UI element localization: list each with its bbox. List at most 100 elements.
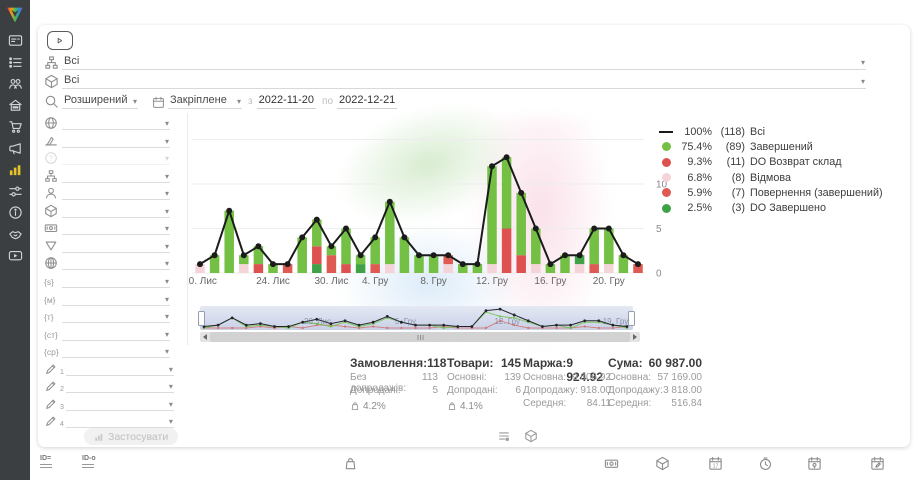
calendar-date-icon[interactable]: 17: [708, 456, 723, 471]
legend-item-ret_wh[interactable]: 9.3% (11) DO Возврат склад: [658, 155, 883, 170]
chart-scrollbar[interactable]: [200, 332, 640, 342]
filter-row-1: ▾: [38, 113, 170, 130]
filter-select-9[interactable]: ▾: [62, 255, 170, 271]
stat-subrow: Основні: 139: [447, 372, 521, 383]
calendar-edit-icon[interactable]: [870, 456, 885, 471]
filter-select-6[interactable]: ▾: [62, 203, 170, 218]
chevron-down-icon: ▾: [236, 97, 241, 106]
brand-logo-icon[interactable]: [4, 4, 26, 26]
sidebar-users-icon[interactable]: [8, 76, 23, 91]
scroll-right-arrow[interactable]: [630, 332, 640, 342]
filter-select-18[interactable]: ▾: [65, 413, 174, 429]
legend-count: (118): [720, 125, 745, 138]
money-icon[interactable]: [604, 456, 619, 471]
apply-button[interactable]: Застосувати: [84, 428, 179, 445]
sidebar-list-icon[interactable]: [8, 55, 23, 70]
filter-select-13[interactable]: ▾: [62, 326, 170, 341]
product-filter-select[interactable]: Всі ▾: [62, 71, 866, 89]
dot-marker-icon: [658, 188, 674, 198]
braces-icon: {ср}: [44, 347, 59, 358]
legend-item-done[interactable]: 75.4% (89) Завершений: [658, 139, 883, 154]
date-from-input[interactable]: 2022-11-20: [256, 91, 317, 109]
sidebar: [0, 0, 30, 480]
sidebar-nav: [0, 33, 30, 270]
date-to-input[interactable]: 2022-12-21: [337, 91, 398, 109]
filter-select-12[interactable]: ▾: [62, 308, 170, 324]
search-mode-select[interactable]: Розширений ▾: [62, 91, 138, 109]
filter-select-7[interactable]: ▾: [62, 220, 170, 236]
filter-row-11: {м} ▾: [38, 289, 170, 306]
stat-column-3: Маржа: 9 924.92 Основна: 9 006.92 Допродажу:…: [523, 356, 611, 411]
filter-select-1[interactable]: ▾: [62, 115, 170, 130]
date-to-label: по: [322, 96, 334, 107]
sidebar-bar-chart-icon[interactable]: [8, 162, 23, 177]
column-header-ID-o[interactable]: ID-o: [82, 455, 96, 468]
navigator-minichart: [202, 307, 629, 330]
filter-select-3[interactable]: ▾: [62, 150, 170, 166]
legend-item-total[interactable]: 100% (118) Всі: [658, 124, 883, 139]
panel-divider: [187, 113, 188, 345]
braces-icon: {ст}: [44, 329, 58, 340]
line-marker-icon: [658, 130, 674, 133]
filter-select-14[interactable]: ▾: [62, 343, 170, 359]
chevron-down-icon: ▾: [168, 382, 173, 392]
help-icon: ?: [44, 151, 58, 165]
pencil-number: 3: [60, 403, 64, 411]
filter-select-5[interactable]: ▾: [62, 185, 170, 201]
package-icon: [44, 204, 58, 218]
navigator-right-handle[interactable]: [628, 311, 635, 326]
clock-icon[interactable]: [758, 456, 773, 471]
legend-label: Завершений: [750, 140, 813, 153]
calendar-pin-icon[interactable]: [807, 456, 822, 471]
filter-row-13: {ст} ▾: [38, 324, 170, 341]
list-small-icon[interactable]: [497, 429, 511, 443]
filter-select-8[interactable]: ▾: [62, 238, 170, 253]
chevron-down-icon: ▾: [164, 294, 169, 304]
navigator-left-handle[interactable]: [198, 311, 205, 326]
stat-subrow: Допродані: 6: [447, 385, 521, 396]
bag-icon[interactable]: [343, 456, 358, 471]
legend-item-refuse[interactable]: 6.8% (8) Відмова: [658, 170, 883, 185]
filter-row-8: ▾: [38, 236, 170, 253]
sidebar-card-icon[interactable]: [8, 33, 23, 48]
filter-select-4[interactable]: ▾: [62, 168, 170, 183]
pencil-number: 2: [60, 386, 64, 394]
orders-chart[interactable]: 0 5 10 20. Лис 24. Лис 30. Лис 4. Гру 8. Гру 12.…: [188, 110, 674, 290]
filter-select-15[interactable]: ▾: [65, 361, 174, 376]
package-icon[interactable]: [524, 429, 538, 443]
sidebar-info-icon[interactable]: [8, 205, 23, 220]
filter-select-16[interactable]: ▾: [65, 378, 174, 394]
svg-text:8. Гру: 8. Гру: [420, 276, 446, 287]
date-mode-select[interactable]: Закріплене ▾: [168, 91, 242, 109]
column-header-ID=[interactable]: ID=: [40, 455, 52, 468]
play-tutorial-button[interactable]: [47, 31, 73, 50]
filter-row-3: ? ▾: [38, 148, 170, 166]
sidebar-cart-icon[interactable]: [8, 119, 23, 134]
sidebar-store-icon[interactable]: [8, 98, 23, 113]
filter-select-10[interactable]: ▾: [62, 273, 170, 288]
sidebar-sliders-icon[interactable]: [8, 184, 23, 199]
package-icon: [44, 74, 59, 89]
stat-column-2: Товари: 145 Основні: 139 Допродані: 6 4.1%: [447, 356, 521, 413]
sidebar-megaphone-icon[interactable]: [8, 141, 23, 156]
legend-item-ret_done[interactable]: 5.9% (7) Повернення (завершений): [658, 185, 883, 200]
scroll-left-arrow[interactable]: [200, 332, 210, 342]
chevron-down-icon: ▾: [168, 417, 173, 427]
legend-label: DO Завершено: [750, 202, 826, 215]
source-filter-select[interactable]: Всі ▾: [62, 52, 866, 70]
filter-select-11[interactable]: ▾: [62, 291, 170, 306]
sidebar-handshake-icon[interactable]: [8, 227, 23, 242]
navigator-date-label: 12. Гру: [494, 317, 521, 326]
chevron-down-icon: ▾: [164, 241, 169, 251]
package-icon[interactable]: [655, 456, 670, 471]
filter-row-10: {s} ▾: [38, 271, 170, 288]
pencil-number: 4: [60, 421, 64, 429]
chart-navigator[interactable]: 26. Лис 5. Гру 12. Гру 19. Гру: [198, 306, 635, 330]
sidebar-video-icon[interactable]: [8, 248, 23, 263]
filter-select-2[interactable]: ▾: [62, 133, 170, 148]
filter-select-17[interactable]: ▾: [65, 396, 174, 411]
legend-item-do_done[interactable]: 2.5% (3) DO Завершено: [658, 200, 883, 215]
upsell-badge: 4.2%: [350, 399, 438, 413]
scrollbar-thumb[interactable]: [210, 332, 630, 342]
